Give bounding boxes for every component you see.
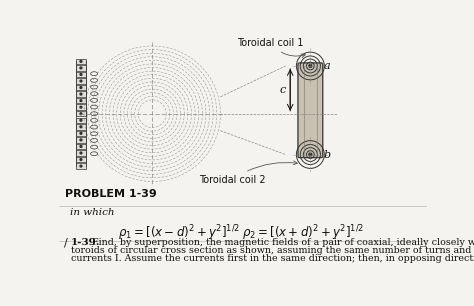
FancyBboxPatch shape — [76, 85, 86, 90]
Circle shape — [80, 106, 82, 108]
Text: /: / — [64, 237, 68, 247]
Circle shape — [80, 113, 82, 115]
FancyBboxPatch shape — [76, 72, 86, 77]
FancyBboxPatch shape — [76, 163, 86, 169]
Circle shape — [80, 146, 82, 147]
Text: Find, by superposition, the magnetic fields of a pair of coaxial, ideally closel: Find, by superposition, the magnetic fie… — [92, 238, 474, 247]
Text: c: c — [279, 85, 285, 95]
FancyBboxPatch shape — [76, 144, 86, 149]
Circle shape — [80, 93, 82, 95]
Text: toroids of circular cross section as shown, assuming the same number of turns an: toroids of circular cross section as sho… — [71, 246, 474, 255]
Circle shape — [80, 73, 82, 75]
FancyBboxPatch shape — [76, 131, 86, 136]
Circle shape — [80, 152, 82, 154]
Circle shape — [80, 80, 82, 82]
FancyBboxPatch shape — [76, 111, 86, 116]
FancyBboxPatch shape — [76, 137, 86, 143]
Circle shape — [80, 61, 82, 62]
FancyBboxPatch shape — [76, 124, 86, 129]
Text: in which: in which — [70, 208, 115, 217]
FancyBboxPatch shape — [76, 78, 86, 84]
Circle shape — [80, 126, 82, 128]
Circle shape — [80, 100, 82, 102]
Circle shape — [309, 65, 311, 67]
Text: PROBLEM 1-39: PROBLEM 1-39 — [65, 189, 157, 199]
Circle shape — [80, 132, 82, 134]
FancyBboxPatch shape — [76, 91, 86, 97]
FancyBboxPatch shape — [76, 59, 86, 64]
FancyBboxPatch shape — [76, 65, 86, 71]
Circle shape — [80, 139, 82, 141]
Circle shape — [309, 153, 311, 156]
Text: Toroidal coil 1: Toroidal coil 1 — [237, 38, 305, 58]
FancyBboxPatch shape — [76, 98, 86, 103]
Text: Toroidal coil 2: Toroidal coil 2 — [199, 161, 297, 185]
Text: 1-39.: 1-39. — [71, 238, 100, 247]
Text: currents I. Assume the currents first in the same direction; then, in opposing d: currents I. Assume the currents first in… — [71, 254, 474, 263]
FancyBboxPatch shape — [76, 157, 86, 162]
Circle shape — [80, 87, 82, 88]
FancyBboxPatch shape — [76, 150, 86, 156]
Circle shape — [80, 159, 82, 160]
FancyBboxPatch shape — [76, 104, 86, 110]
Circle shape — [80, 165, 82, 167]
FancyBboxPatch shape — [76, 118, 86, 123]
Text: b: b — [324, 150, 331, 159]
Circle shape — [80, 67, 82, 69]
Text: $\rho_1 = [(x-d)^2 + y^2]^{1/2}$: $\rho_1 = [(x-d)^2 + y^2]^{1/2}$ — [118, 223, 240, 243]
Text: $\rho_2 = [(x+d)^2 + y^2]^{1/2}$: $\rho_2 = [(x+d)^2 + y^2]^{1/2}$ — [242, 223, 365, 243]
FancyBboxPatch shape — [298, 63, 323, 158]
Circle shape — [80, 119, 82, 121]
Text: a: a — [324, 61, 330, 71]
